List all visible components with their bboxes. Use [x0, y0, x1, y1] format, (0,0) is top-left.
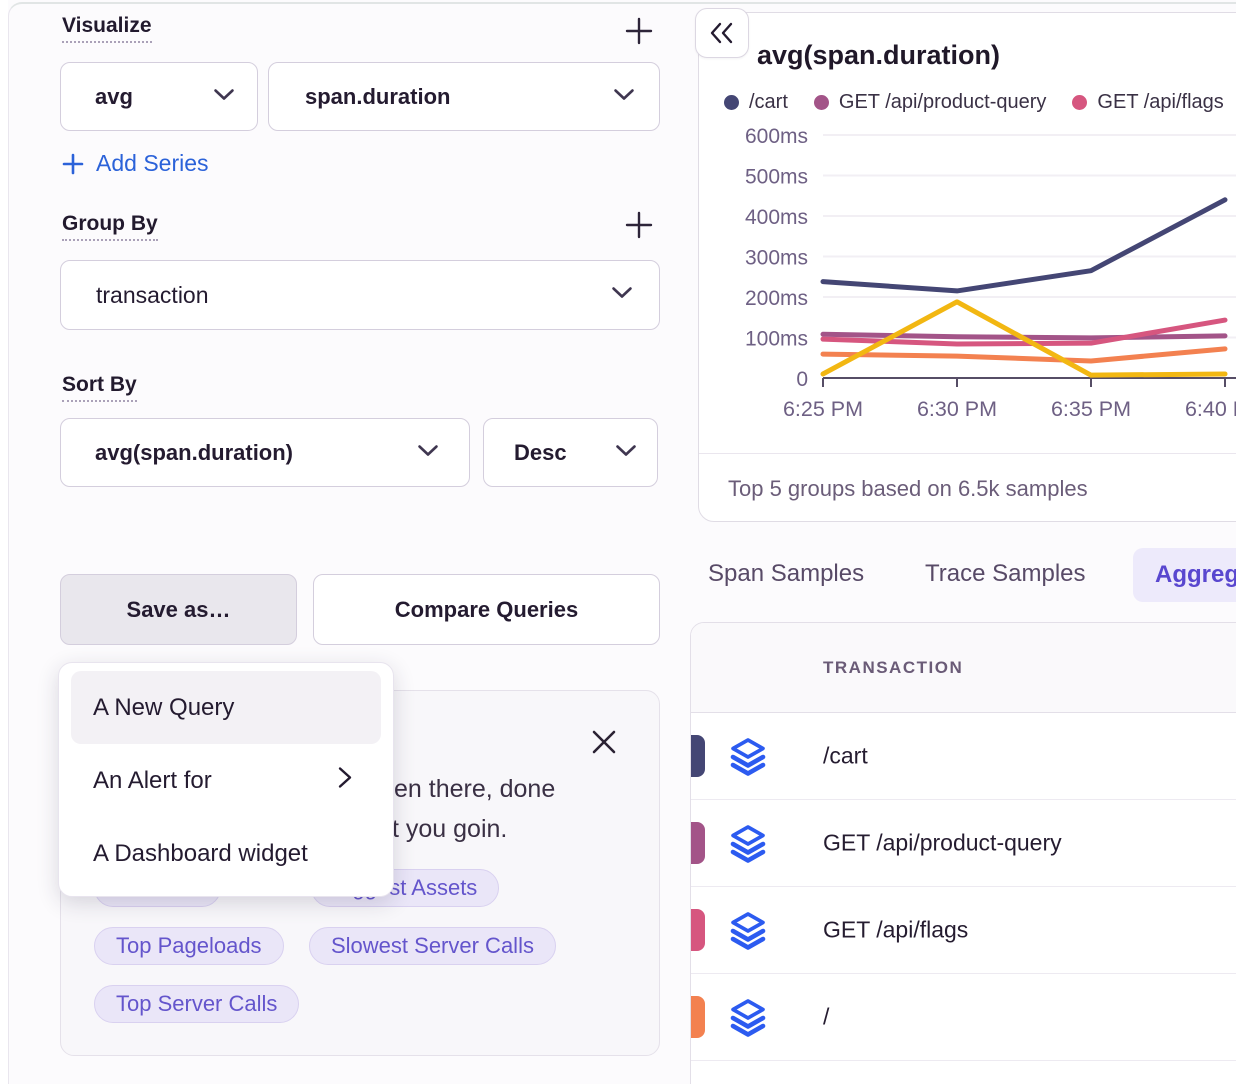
aggregates-table: TRANSACTION /cart GET /api/product-query G…	[690, 622, 1236, 1084]
sort-field-select[interactable]: avg(span.duration)	[60, 418, 470, 487]
table-row[interactable]: GET /api/product-query	[691, 800, 1236, 887]
tab-trace-samples[interactable]: Trace Samples	[925, 560, 1086, 587]
table-row[interactable]: /	[691, 974, 1236, 1061]
banner-text-line2: t you goin.	[392, 815, 508, 843]
svg-text:300ms: 300ms	[745, 247, 808, 270]
layers-icon	[730, 738, 766, 776]
plus-icon	[625, 211, 653, 239]
svg-text:6:25 PM: 6:25 PM	[783, 397, 863, 421]
plus-icon	[625, 17, 653, 45]
save-as-label: Save as…	[126, 596, 231, 622]
save-as-button[interactable]: Save as…	[60, 574, 297, 645]
layers-icon	[730, 999, 766, 1037]
legend-dot-icon	[813, 94, 829, 110]
suggested-query-pill[interactable]: Biggest Assets	[311, 869, 500, 907]
field-select-value: span.duration	[305, 83, 451, 109]
save-menu-item-label: An Alert for	[93, 766, 212, 794]
chevron-down-icon	[611, 286, 633, 304]
visualize-heading: Visualize	[62, 14, 152, 43]
save-as-menu: A New Query An Alert for A Dashboard widge…	[58, 662, 394, 897]
chart-panel	[698, 12, 1236, 522]
chart-footer-divider	[699, 453, 1236, 454]
suggested-query-pill[interactable]: Top Pageloads	[94, 927, 284, 965]
table-row[interactable]: GET /api/flags	[691, 887, 1236, 974]
left-gutter	[0, 0, 8, 1084]
field-select[interactable]: span.duration	[268, 62, 660, 131]
legend-item[interactable]: GET /api/product-query	[813, 90, 1047, 114]
series-color-bar	[691, 735, 705, 777]
save-menu-item-label: A New Query	[93, 693, 235, 721]
legend-label: GET /api/flags	[1097, 90, 1224, 113]
sort-by-heading: Sort By	[62, 373, 137, 402]
legend-item[interactable]: /cart	[724, 91, 788, 114]
sort-field-select-value: avg(span.duration)	[95, 439, 294, 465]
legend-label: GET /api/product-query	[838, 90, 1047, 113]
chart-footer-text: Top 5 groups based on 6.5k samples	[728, 476, 1088, 501]
series-color-bar	[691, 909, 705, 951]
chevron-down-icon	[417, 444, 439, 462]
layers-icon	[730, 825, 766, 863]
transaction-cell[interactable]: /	[823, 1003, 830, 1030]
legend-dot-icon	[1072, 94, 1088, 110]
compare-queries-button[interactable]: Compare Queries	[313, 574, 660, 645]
chevron-down-icon	[615, 444, 637, 462]
group-by-select-value: transaction	[96, 281, 209, 308]
chevron-down-icon	[613, 88, 635, 106]
svg-text:6:40 PM: 6:40 PM	[1185, 397, 1236, 421]
add-series-label: Add Series	[96, 150, 209, 176]
group-by-select[interactable]: transaction	[60, 260, 660, 330]
chevron-right-icon	[338, 766, 352, 788]
svg-text:600ms: 600ms	[745, 125, 808, 148]
suggested-query-pill[interactable]: Top Server Calls	[94, 985, 300, 1023]
add-visualize-button[interactable]	[624, 16, 654, 46]
tab-aggregates[interactable]: Aggregates	[1133, 548, 1236, 602]
transaction-cell[interactable]: GET /api/flags	[823, 916, 969, 943]
transaction-cell[interactable]: /cart	[823, 742, 868, 769]
tab-span-samples[interactable]: Span Samples	[708, 560, 865, 587]
chart-title: avg(span.duration)	[757, 40, 1001, 70]
banner-text-line1: en there, done	[394, 775, 556, 803]
series-color-bar	[691, 822, 705, 864]
group-by-heading: Group By	[62, 212, 158, 241]
save-menu-item-2[interactable]: An Alert for	[71, 744, 381, 817]
close-banner-button[interactable]	[589, 727, 619, 757]
double-chevron-left-icon	[710, 22, 733, 44]
add-group-by-button[interactable]	[624, 210, 654, 240]
series-color-bar	[691, 996, 705, 1038]
sort-direction-select[interactable]: Desc	[483, 418, 658, 487]
chart-legend: /cart GET /api/product-query GET /api/flag…	[724, 88, 1236, 116]
svg-text:6:30 PM: 6:30 PM	[917, 397, 997, 421]
transaction-cell[interactable]: GET /api/product-query	[823, 829, 1062, 856]
table-row[interactable]: /cart	[691, 713, 1236, 800]
save-menu-item-3[interactable]: A Dashboard widget	[71, 817, 381, 890]
collapse-sidebar-button[interactable]	[695, 8, 749, 58]
svg-text:500ms: 500ms	[745, 166, 808, 189]
legend-dot-icon	[724, 94, 739, 110]
add-series-button[interactable]: Add Series	[62, 150, 209, 177]
legend-label: /cart	[749, 90, 788, 113]
svg-text:0: 0	[796, 368, 808, 391]
layers-icon	[730, 912, 766, 950]
close-icon	[592, 730, 616, 754]
transaction-column-header[interactable]: TRANSACTION	[823, 657, 964, 677]
compare-queries-label: Compare Queries	[394, 596, 579, 622]
legend-item[interactable]: GET /api/flags	[1072, 90, 1224, 114]
sort-direction-select-value: Desc	[514, 439, 567, 465]
suggested-query-pill[interactable]: Slowest Server Calls	[309, 927, 556, 965]
svg-text:100ms: 100ms	[745, 328, 808, 351]
svg-text:400ms: 400ms	[745, 206, 808, 229]
chevron-down-icon	[213, 88, 235, 106]
line-chart[interactable]: 0 100ms 200ms 300ms 400ms 500ms 600ms 6:25 PM 6:…	[698, 110, 1236, 440]
table-header-row: TRANSACTION	[691, 623, 1236, 713]
aggregate-select[interactable]: avg	[60, 62, 258, 131]
plus-icon	[62, 153, 84, 174]
save-menu-item-label: A Dashboard widget	[93, 839, 308, 867]
svg-text:200ms: 200ms	[745, 287, 808, 310]
svg-text:6:35 PM: 6:35 PM	[1051, 397, 1131, 421]
aggregate-select-value: avg	[95, 83, 133, 109]
save-menu-item-1[interactable]: A New Query	[71, 671, 381, 744]
